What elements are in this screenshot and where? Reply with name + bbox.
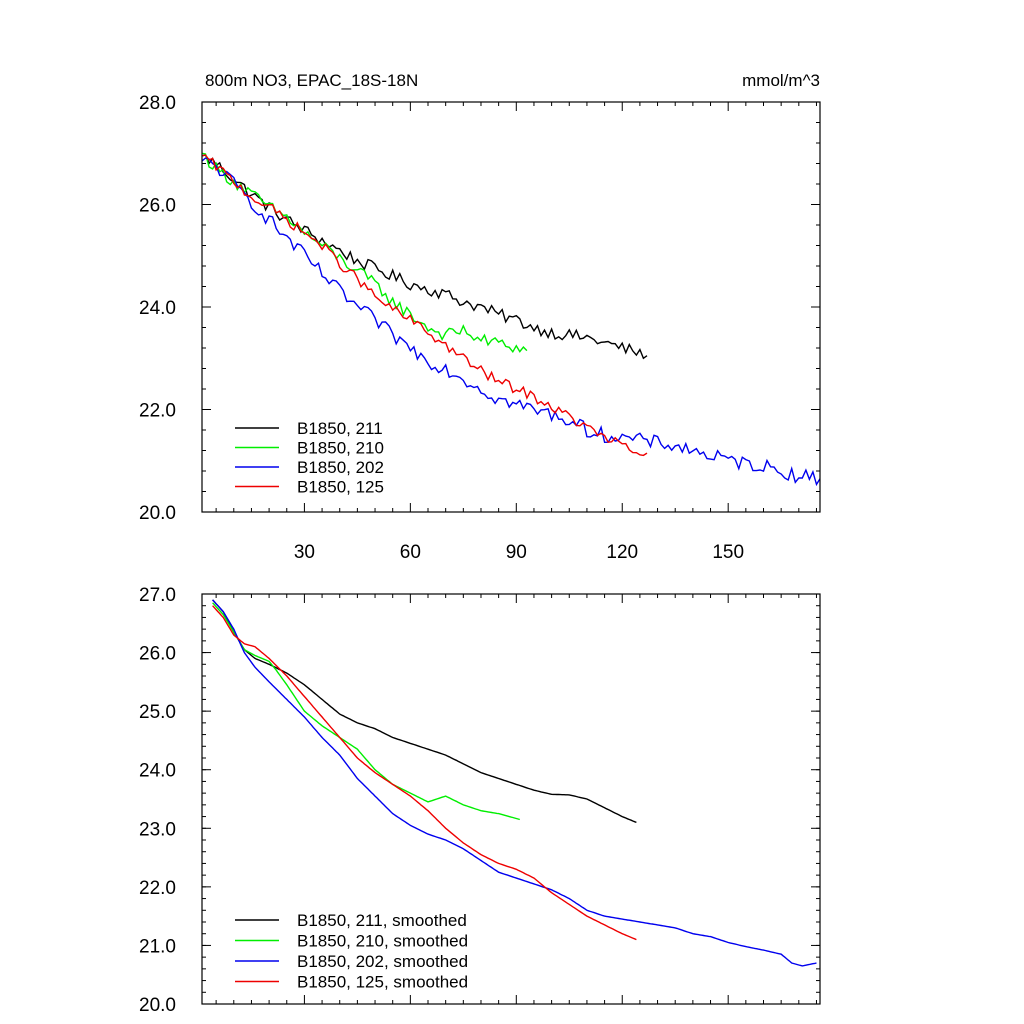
series-line-2: [201, 152, 528, 354]
top-panel-title: 800m NO3, EPAC_18S-18N: [205, 71, 418, 90]
y-tick-label: 26.0: [139, 196, 176, 217]
x-tick-label: 90: [506, 542, 527, 563]
y-tick-label: 28.0: [139, 93, 176, 114]
legend-label: B1850, 210, smoothed: [297, 932, 468, 951]
y-tick-label: 20.0: [139, 503, 176, 524]
y-tick-label: 27.0: [139, 585, 176, 606]
top-panel: 800m NO3, EPAC_18S-18N mmol/m^3 20.0 22.0…: [139, 71, 821, 563]
y-tick-label: 24.0: [139, 761, 176, 782]
legend-label: B1850, 210: [297, 439, 384, 458]
x-tick-label: 120: [606, 542, 638, 563]
legend-label: B1850, 125: [297, 478, 384, 497]
legend-label: B1850, 202, smoothed: [297, 952, 468, 971]
y-tick-label: 21.0: [139, 936, 176, 957]
y-tick-label: 24.0: [139, 298, 176, 319]
series-line-4: [201, 154, 648, 457]
legend-label: B1850, 202: [297, 458, 384, 477]
series-line-4: [212, 605, 637, 941]
y-tick-label: 23.0: [139, 819, 176, 840]
series-line-1: [201, 154, 648, 360]
series-line-2: [212, 602, 520, 821]
y-tick-label: 25.0: [139, 702, 176, 723]
legend-label: B1850, 211, smoothed: [297, 911, 467, 930]
top-panel-frame: [201, 101, 821, 513]
legend-label: B1850, 211: [297, 419, 383, 438]
series-line-1: [212, 599, 637, 824]
series-line-3: [212, 599, 817, 967]
y-tick-label: 22.0: [139, 401, 176, 422]
series-line-3: [201, 157, 821, 487]
bottom-panel-frame: [201, 593, 821, 1005]
y-tick-label: 20.0: [139, 995, 176, 1016]
y-tick-label: 26.0: [139, 644, 176, 665]
y-tick-label: 22.0: [139, 878, 176, 899]
top-panel-units: mmol/m^3: [742, 71, 820, 90]
bottom-panel: 20.0 21.0 22.0 23.0 24.0 25.0 26.0 27.0 B1850, …: [139, 585, 821, 1016]
legend-label: B1850, 125, smoothed: [297, 973, 468, 992]
x-tick-label: 30: [294, 542, 315, 563]
x-tick-label: 150: [712, 542, 744, 563]
x-tick-label: 60: [400, 542, 421, 563]
